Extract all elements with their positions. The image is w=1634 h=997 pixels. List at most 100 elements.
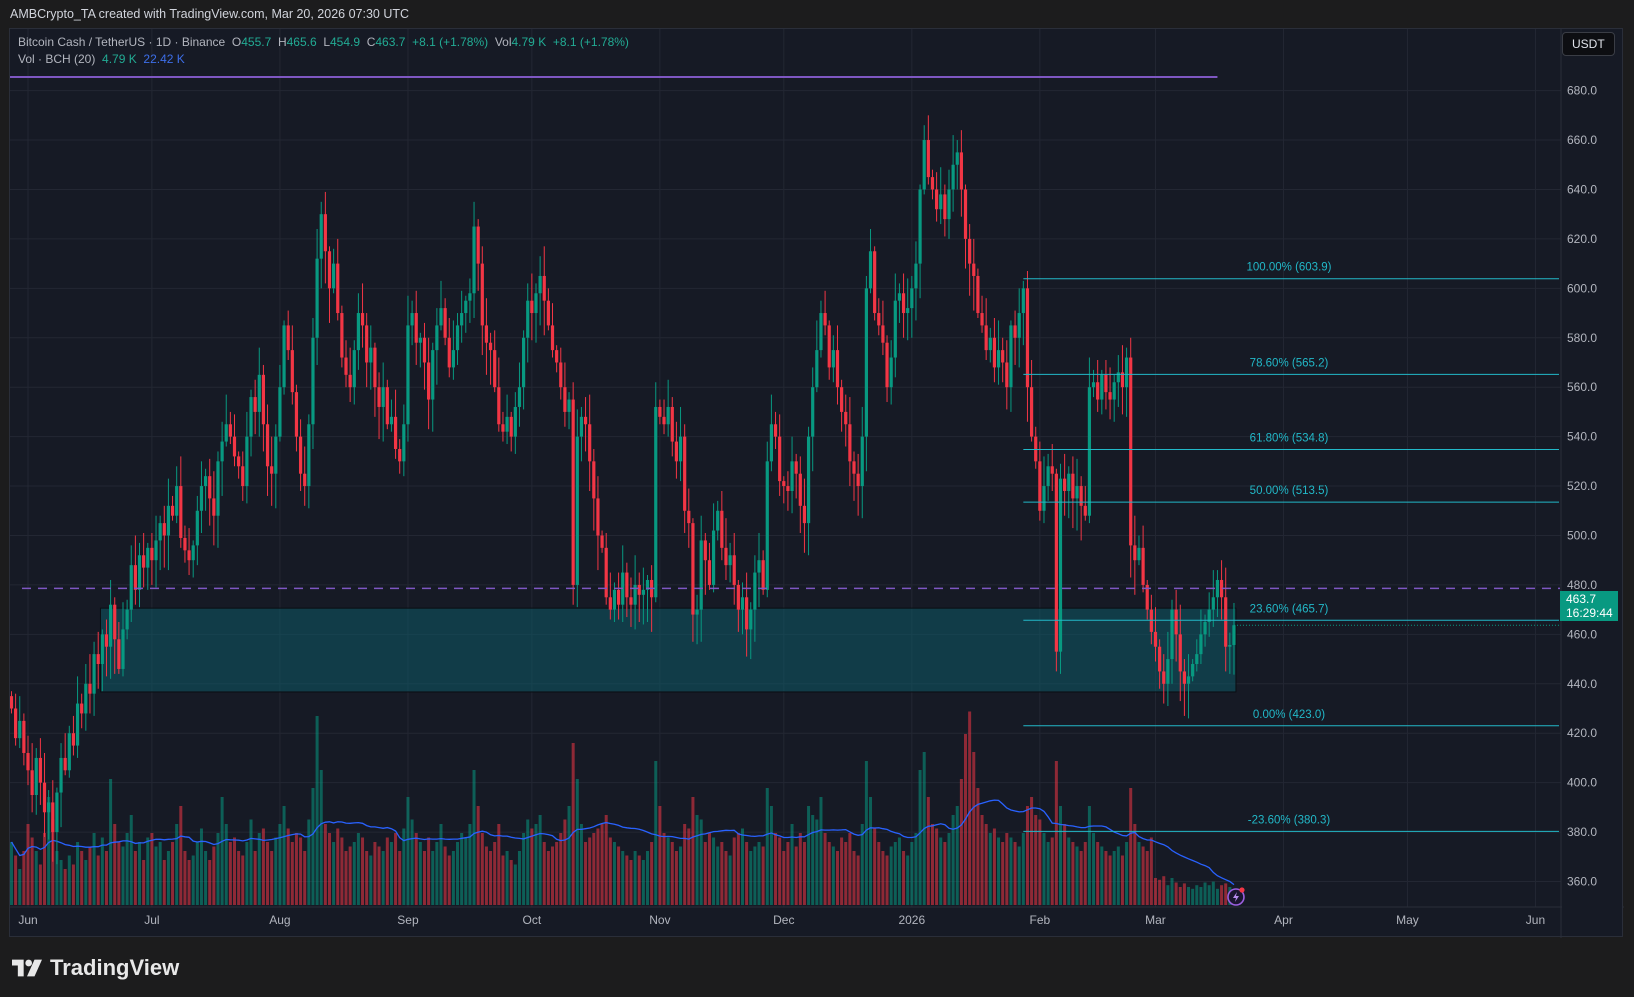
candle-body[interactable]	[270, 466, 274, 474]
candle-body[interactable]	[1145, 584, 1149, 610]
candle-body[interactable]	[451, 350, 455, 368]
candle-body[interactable]	[699, 540, 703, 610]
candle-body[interactable]	[245, 436, 249, 487]
candle-body[interactable]	[963, 189, 968, 239]
candle-body[interactable]	[844, 411, 848, 425]
candle-body[interactable]	[827, 325, 831, 368]
candle-body[interactable]	[1141, 547, 1145, 585]
candle-body[interactable]	[406, 325, 410, 425]
candle-body[interactable]	[612, 589, 617, 610]
candle-body[interactable]	[559, 362, 563, 388]
candle-body[interactable]	[385, 387, 389, 425]
candle-body[interactable]	[493, 350, 497, 388]
candle-body[interactable]	[972, 263, 976, 276]
candle-body[interactable]	[951, 164, 955, 190]
candle-body[interactable]	[1153, 631, 1158, 647]
candle-body[interactable]	[625, 572, 629, 598]
candle-body[interactable]	[567, 399, 571, 412]
candle-body[interactable]	[571, 399, 575, 585]
candle-body[interactable]	[716, 510, 720, 531]
tradingview-logo[interactable]: TradingView	[12, 955, 179, 981]
candle-body[interactable]	[641, 589, 645, 595]
candle-body[interactable]	[307, 424, 311, 487]
candle-body[interactable]	[1116, 372, 1120, 383]
candle-body[interactable]	[823, 313, 827, 326]
candle-body[interactable]	[488, 342, 493, 351]
candle-body[interactable]	[480, 263, 484, 326]
candle-body[interactable]	[720, 510, 724, 548]
candle-body[interactable]	[988, 337, 992, 351]
candle-body[interactable]	[146, 547, 150, 568]
candle-body[interactable]	[811, 387, 815, 437]
candle-body[interactable]	[435, 325, 439, 351]
candle-body[interactable]	[373, 347, 377, 388]
candle-body[interactable]	[1228, 644, 1232, 647]
candle-body[interactable]	[761, 560, 765, 590]
candle-body[interactable]	[26, 752, 30, 771]
candle-body[interactable]	[88, 683, 92, 694]
candle-body[interactable]	[352, 350, 356, 388]
candle-body[interactable]	[38, 757, 42, 783]
candle-body[interactable]	[947, 189, 951, 220]
candle-body[interactable]	[513, 406, 517, 437]
candle-body[interactable]	[1104, 374, 1108, 393]
candle-body[interactable]	[228, 424, 232, 437]
candle-body[interactable]	[344, 357, 348, 375]
candle-body[interactable]	[340, 313, 344, 358]
candle-body[interactable]	[831, 350, 835, 368]
candle-body[interactable]	[724, 547, 728, 566]
candle-body[interactable]	[968, 238, 972, 264]
candle-body[interactable]	[80, 703, 84, 714]
candle-body[interactable]	[1038, 461, 1042, 511]
candle-body[interactable]	[939, 194, 943, 210]
candle-body[interactable]	[1174, 609, 1178, 635]
candle-body[interactable]	[1166, 659, 1170, 684]
candle-body[interactable]	[1009, 325, 1013, 388]
candle-body[interactable]	[274, 436, 278, 474]
candle-body[interactable]	[323, 214, 327, 252]
candle-body[interactable]	[538, 275, 542, 294]
candle-body[interactable]	[212, 498, 216, 516]
candle-body[interactable]	[464, 300, 468, 314]
candle-body[interactable]	[1025, 288, 1030, 388]
candle-body[interactable]	[389, 416, 394, 425]
candle-body[interactable]	[427, 362, 431, 400]
candle-body[interactable]	[1232, 625, 1236, 645]
candle-body[interactable]	[773, 424, 778, 437]
candle-body[interactable]	[468, 293, 472, 301]
candle-body[interactable]	[484, 325, 489, 343]
candle-body[interactable]	[261, 374, 266, 425]
candle-body[interactable]	[736, 584, 740, 610]
candle-body[interactable]	[806, 436, 811, 524]
candle-body[interactable]	[1108, 392, 1112, 400]
candle-body[interactable]	[224, 424, 228, 442]
candle-body[interactable]	[249, 397, 253, 437]
candle-body[interactable]	[166, 505, 171, 536]
candle-body[interactable]	[1017, 313, 1021, 338]
candle-body[interactable]	[815, 350, 819, 388]
candle-body[interactable]	[1195, 654, 1199, 665]
candle-body[interactable]	[1005, 362, 1009, 388]
candle-body[interactable]	[1112, 382, 1116, 400]
candle-body[interactable]	[162, 523, 166, 536]
candle-body[interactable]	[1021, 288, 1025, 314]
candle-body[interactable]	[1124, 357, 1129, 388]
candle-body[interactable]	[588, 424, 592, 462]
chart-frame[interactable]: 100.00% (603.9) 78.60% (565.2) 61.80% (534…	[9, 28, 1624, 938]
price-chart[interactable]: 100.00% (603.9) 78.60% (565.2) 61.80% (534…	[10, 29, 1624, 938]
candle-body[interactable]	[10, 696, 14, 709]
candle-body[interactable]	[1182, 671, 1186, 684]
candle-body[interactable]	[1137, 547, 1141, 561]
candle-body[interactable]	[1219, 579, 1224, 598]
candle-body[interactable]	[377, 387, 381, 407]
candle-body[interactable]	[447, 337, 451, 368]
candle-body[interactable]	[798, 473, 802, 506]
candle-body[interactable]	[666, 406, 670, 425]
candle-body[interactable]	[365, 325, 369, 363]
candle-body[interactable]	[550, 325, 555, 351]
candle-body[interactable]	[501, 424, 505, 432]
candle-body[interactable]	[1046, 466, 1050, 487]
candle-body[interactable]	[728, 555, 732, 566]
candle-body[interactable]	[1186, 676, 1191, 684]
candle-body[interactable]	[542, 275, 546, 301]
